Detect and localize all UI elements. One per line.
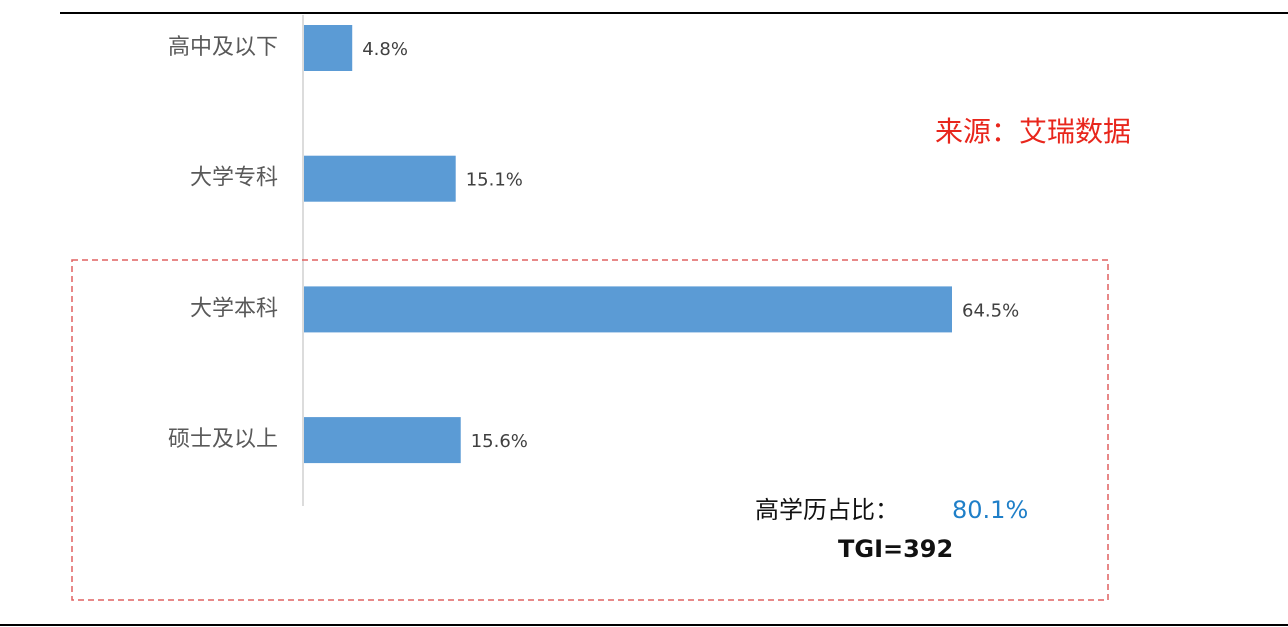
category-label: 大学专科: [190, 166, 278, 191]
highlight-box: [71, 259, 1109, 601]
share-label: 高学历占比：: [755, 496, 899, 524]
bar: [304, 155, 456, 202]
value-label: 15.6%: [471, 431, 528, 452]
bar: [304, 417, 461, 464]
bar: [304, 25, 353, 71]
category-label: 高中及以下: [168, 35, 278, 60]
tgi: TGI=392: [838, 535, 953, 563]
category-label: 大学本科: [190, 296, 278, 321]
share-value: 80.1%: [952, 496, 1028, 524]
source-note: 来源：艾瑞数据: [935, 115, 1131, 148]
category-label: 硕士及以上: [168, 427, 278, 452]
value-label: 15.1%: [466, 170, 523, 191]
bar: [304, 286, 952, 333]
value-label: 4.8%: [362, 39, 408, 60]
value-label: 64.5%: [962, 300, 1019, 321]
